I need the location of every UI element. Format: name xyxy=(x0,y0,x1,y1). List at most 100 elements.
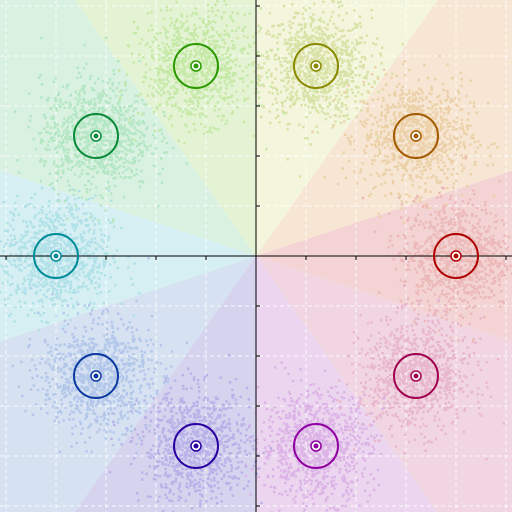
scatter-point xyxy=(463,247,465,249)
scatter-point xyxy=(268,91,270,93)
scatter-point xyxy=(501,300,503,302)
scatter-point xyxy=(364,490,366,492)
scatter-point xyxy=(426,160,428,162)
scatter-point xyxy=(421,245,423,247)
scatter-point xyxy=(314,27,316,29)
scatter-point xyxy=(425,145,427,147)
scatter-point xyxy=(414,365,416,367)
scatter-point xyxy=(297,467,299,469)
scatter-point xyxy=(377,78,379,80)
scatter-point xyxy=(440,129,442,131)
scatter-point xyxy=(308,106,310,108)
scatter-point xyxy=(392,354,394,356)
scatter-point xyxy=(279,493,281,495)
scatter-point xyxy=(412,125,414,127)
scatter-point xyxy=(404,434,406,436)
scatter-point xyxy=(301,65,303,67)
scatter-point xyxy=(432,338,434,340)
scatter-point xyxy=(427,177,429,179)
scatter-point xyxy=(211,417,213,419)
scatter-point xyxy=(375,131,377,133)
scatter-point xyxy=(424,320,426,322)
scatter-point xyxy=(398,350,400,352)
scatter-point xyxy=(386,340,388,342)
scatter-point xyxy=(413,225,415,227)
scatter-point xyxy=(459,272,461,274)
scatter-point xyxy=(340,122,342,124)
scatter-point xyxy=(288,471,290,473)
scatter-point xyxy=(362,457,364,459)
scatter-point xyxy=(402,334,404,336)
scatter-point xyxy=(322,95,324,97)
scatter-point xyxy=(424,227,426,229)
scatter-point xyxy=(416,195,418,197)
scatter-point xyxy=(380,62,382,64)
scatter-point xyxy=(268,69,270,71)
scatter-point xyxy=(331,45,333,47)
scatter-point xyxy=(315,31,317,33)
scatter-point xyxy=(341,505,343,507)
scatter-point xyxy=(374,440,376,442)
scatter-point xyxy=(363,149,365,151)
scatter-point xyxy=(354,22,356,24)
scatter-point xyxy=(429,191,431,193)
scatter-point xyxy=(365,145,367,147)
scatter-point xyxy=(296,31,298,33)
scatter-point xyxy=(310,58,312,60)
scatter-point xyxy=(462,317,464,319)
scatter-point xyxy=(253,465,255,467)
scatter-point xyxy=(347,493,349,495)
scatter-point xyxy=(288,436,290,438)
scatter-point xyxy=(273,87,275,89)
scatter-point xyxy=(465,220,467,222)
scatter-point xyxy=(232,394,234,396)
scatter-point xyxy=(433,117,435,119)
scatter-point xyxy=(457,144,459,146)
scatter-point xyxy=(404,304,406,306)
scatter-point xyxy=(486,386,488,388)
scatter-point xyxy=(413,342,415,344)
scatter-point xyxy=(365,381,367,383)
scatter-point xyxy=(490,242,492,244)
scatter-point xyxy=(442,378,444,380)
scatter-point xyxy=(422,281,424,283)
scatter-point xyxy=(462,391,464,393)
scatter-point xyxy=(317,131,319,133)
scatter-point xyxy=(315,47,317,49)
scatter-point xyxy=(391,379,393,381)
scatter-point xyxy=(433,419,435,421)
scatter-point xyxy=(472,134,474,136)
scatter-point xyxy=(322,39,324,41)
scatter-point xyxy=(451,270,453,272)
scatter-point xyxy=(376,417,378,419)
scatter-point xyxy=(395,116,397,118)
scatter-point xyxy=(326,496,328,498)
scatter-point xyxy=(503,422,505,424)
scatter-point xyxy=(376,381,378,383)
scatter-point xyxy=(370,174,372,176)
scatter-point xyxy=(314,106,316,108)
scatter-point xyxy=(242,90,244,92)
scatter-point xyxy=(296,429,298,431)
scatter-point xyxy=(459,314,461,316)
scatter-point xyxy=(489,237,491,239)
scatter-point xyxy=(340,413,342,415)
scatter-point xyxy=(313,455,315,457)
scatter-point xyxy=(267,458,269,460)
scatter-point xyxy=(298,23,300,25)
scatter-point xyxy=(285,490,287,492)
scatter-point xyxy=(362,123,364,125)
scatter-point xyxy=(311,80,313,82)
scatter-point xyxy=(271,430,273,432)
scatter-point xyxy=(425,240,427,242)
scatter-point xyxy=(298,124,300,126)
scatter-point xyxy=(297,36,299,38)
scatter-point xyxy=(478,279,480,281)
scatter-point xyxy=(471,229,473,231)
scatter-point xyxy=(314,390,316,392)
scatter-point xyxy=(425,333,427,335)
scatter-point xyxy=(440,278,442,280)
scatter-point xyxy=(411,393,413,395)
scatter-point xyxy=(300,449,302,451)
scatter-point xyxy=(240,396,242,398)
